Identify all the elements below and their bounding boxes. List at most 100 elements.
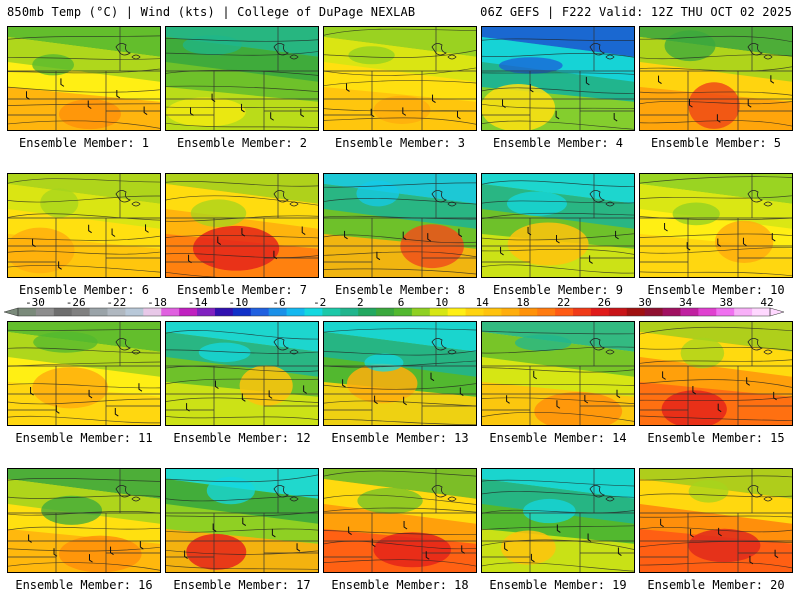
colorbar-swatch (573, 308, 592, 316)
ensemble-map-13 (323, 321, 477, 426)
ensemble-map-19 (481, 468, 635, 573)
ensemble-map-6 (7, 173, 161, 278)
colorbar-swatch (340, 308, 359, 316)
ensemble-member-label: Ensemble Member: 2 (176, 136, 308, 150)
colorbar-swatch (214, 308, 234, 316)
colorbar-swatch (680, 308, 699, 316)
colorbar-tick-label: -14 (188, 296, 208, 309)
ensemble-map-16 (7, 468, 161, 573)
colorbar-min-arrow (3, 307, 19, 317)
temperature-field (482, 174, 634, 277)
temperature-field (640, 469, 792, 572)
colorbar-tick-label: 22 (557, 296, 570, 309)
colorbar-swatch (626, 308, 646, 316)
ensemble-member-label: Ensemble Member: 14 (489, 431, 627, 445)
ensemble-member-label: Ensemble Member: 15 (647, 431, 785, 445)
temperature-field (482, 322, 634, 425)
colorbar-tick-label: -18 (147, 296, 167, 309)
colorbar-max-arrow (769, 307, 785, 317)
colorbar-tick-label: 6 (398, 296, 405, 309)
colorbar-swatch (716, 308, 735, 316)
ensemble-map-5 (639, 26, 793, 131)
ensemble-map-17 (165, 468, 319, 573)
colorbar-swatch (608, 308, 628, 316)
ensemble-map-4 (481, 26, 635, 131)
colorbar-swatch (107, 308, 126, 316)
colorbar-swatch (447, 308, 467, 316)
colorbar-swatch (465, 308, 485, 316)
colorbar-tick-label: 10 (435, 296, 448, 309)
colorbar-swatch (125, 308, 144, 316)
colorbar-swatch (250, 308, 270, 316)
ensemble-member-label: Ensemble Member: 3 (334, 136, 466, 150)
colorbar-swatch (411, 308, 431, 316)
ensemble-member-label: Ensemble Member: 13 (331, 431, 469, 445)
colorbar-swatch (358, 308, 377, 316)
colorbar-tick-label: 42 (760, 296, 773, 309)
colorbar-swatch (590, 308, 610, 316)
ensemble-member-label: Ensemble Member: 6 (18, 283, 150, 297)
ensemble-member-label: Ensemble Member: 19 (489, 578, 627, 592)
ensemble-member-label: Ensemble Member: 11 (15, 431, 153, 445)
ensemble-map-10 (639, 173, 793, 278)
temperature-field (640, 322, 792, 425)
ensemble-map-15 (639, 321, 793, 426)
colorbar-swatch (394, 308, 413, 316)
colorbar-swatch (232, 308, 252, 316)
temperature-field (324, 322, 476, 425)
colorbar-tick-label: 38 (720, 296, 733, 309)
colorbar-swatch (268, 308, 288, 316)
colorbar-swatch (644, 308, 664, 316)
colorbar-tick-label: 26 (598, 296, 611, 309)
colorbar-tick-label: 18 (516, 296, 529, 309)
colorbar-swatch (376, 308, 395, 316)
temperature-field (640, 174, 792, 277)
ensemble-member-label: Ensemble Member: 20 (647, 578, 785, 592)
temperature-field (324, 27, 476, 130)
colorbar-swatch (197, 308, 216, 316)
colorbar-swatch (179, 308, 198, 316)
colorbar-tick-label: -6 (272, 296, 285, 309)
colorbar-tick-label: -30 (25, 296, 45, 309)
ensemble-map-12 (165, 321, 319, 426)
colorbar-swatch (304, 308, 323, 316)
colorbar-swatch (286, 308, 305, 316)
ensemble-map-8 (323, 173, 477, 278)
ensemble-map-7 (165, 173, 319, 278)
ensemble-member-label: Ensemble Member: 8 (334, 283, 466, 297)
colorbar-swatch (322, 308, 341, 316)
temperature-field (8, 27, 160, 130)
colorbar-swatch (429, 308, 449, 316)
temperature-field (324, 174, 476, 277)
colorbar-swatch (537, 308, 556, 316)
colorbar-swatch (53, 308, 73, 316)
colorbar-swatch (555, 308, 574, 316)
temperature-field (482, 27, 634, 130)
colorbar-tick-label: 34 (679, 296, 693, 309)
temperature-field (640, 27, 792, 130)
colorbar-tick-label: 30 (638, 296, 651, 309)
ensemble-member-label: Ensemble Member: 4 (492, 136, 624, 150)
temperature-field (166, 322, 318, 425)
colorbar-swatch (519, 308, 538, 316)
ensemble-member-label: Ensemble Member: 7 (176, 283, 308, 297)
ensemble-member-label: Ensemble Member: 18 (331, 578, 469, 592)
map-title: 850mb Temp (°C) | Wind (kts) | College o… (7, 5, 416, 19)
temperature-field (482, 469, 634, 572)
ensemble-map-9 (481, 173, 635, 278)
colorbar-swatch (734, 308, 753, 316)
temperature-field (324, 469, 476, 572)
colorbar-swatch (483, 308, 502, 316)
colorbar-swatch (18, 308, 37, 316)
colorbar-swatch (662, 308, 681, 316)
ensemble-member-label: Ensemble Member: 12 (173, 431, 311, 445)
temperature-field (8, 469, 160, 572)
temperature-colorbar: -30 -26 -22 -18 -14 -10 -6 -2 2 6 10 14 18 22 26 30 34 38… (3, 296, 785, 317)
ensemble-map-14 (481, 321, 635, 426)
temperature-field (8, 174, 160, 277)
colorbar-swatch (89, 308, 109, 316)
temperature-field (8, 322, 160, 425)
temperature-field (166, 27, 318, 130)
temperature-field (166, 174, 318, 277)
ensemble-member-label: Ensemble Member: 5 (650, 136, 782, 150)
